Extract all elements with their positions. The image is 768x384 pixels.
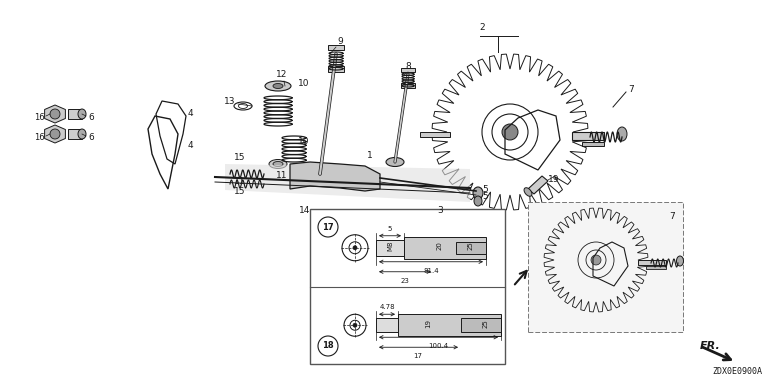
- Ellipse shape: [269, 159, 287, 169]
- Text: 17: 17: [323, 222, 334, 232]
- Polygon shape: [225, 164, 470, 202]
- Polygon shape: [45, 125, 65, 143]
- Bar: [638, 260, 666, 265]
- Circle shape: [591, 255, 601, 265]
- Text: 25: 25: [483, 319, 489, 328]
- Text: 19: 19: [425, 319, 431, 328]
- Text: 5: 5: [388, 226, 392, 232]
- Text: 13: 13: [223, 98, 235, 106]
- Text: 17: 17: [413, 353, 422, 359]
- Text: 12: 12: [276, 70, 288, 79]
- Ellipse shape: [310, 169, 330, 179]
- Text: 11: 11: [233, 177, 245, 187]
- Bar: [68, 129, 82, 139]
- Text: 10: 10: [298, 79, 310, 88]
- Text: 15: 15: [234, 187, 246, 196]
- Ellipse shape: [617, 127, 627, 141]
- Text: 1: 1: [367, 151, 373, 160]
- Text: 16: 16: [35, 132, 45, 141]
- Bar: [376, 318, 398, 332]
- Polygon shape: [528, 176, 548, 194]
- Text: 19: 19: [548, 174, 560, 184]
- Ellipse shape: [474, 196, 482, 206]
- Text: 6: 6: [88, 132, 94, 141]
- Text: 4: 4: [188, 109, 194, 119]
- Text: 6: 6: [88, 113, 94, 121]
- Text: 18: 18: [323, 341, 334, 351]
- Polygon shape: [290, 162, 380, 191]
- Text: 11: 11: [276, 171, 288, 180]
- Text: FR.: FR.: [700, 341, 720, 351]
- Text: 9: 9: [337, 37, 343, 46]
- Text: 8: 8: [405, 62, 411, 71]
- Bar: [646, 266, 666, 269]
- Ellipse shape: [273, 83, 283, 88]
- Text: 16: 16: [35, 113, 45, 121]
- Bar: [404, 237, 486, 259]
- Text: M8: M8: [387, 240, 393, 251]
- Text: 3: 3: [437, 206, 443, 215]
- Text: 4: 4: [188, 141, 194, 151]
- Bar: [456, 242, 486, 254]
- Bar: [572, 132, 604, 140]
- Text: 7: 7: [669, 212, 675, 221]
- Bar: [328, 66, 344, 72]
- Text: 100.4: 100.4: [429, 343, 449, 349]
- Bar: [420, 132, 450, 137]
- Circle shape: [502, 124, 518, 140]
- Bar: [401, 83, 415, 88]
- Text: 5: 5: [482, 184, 488, 194]
- Bar: [328, 45, 344, 50]
- Circle shape: [353, 246, 357, 250]
- Text: 25: 25: [468, 242, 474, 250]
- Bar: [398, 314, 501, 336]
- Ellipse shape: [524, 188, 532, 196]
- Text: 5: 5: [482, 192, 488, 201]
- Ellipse shape: [273, 162, 283, 167]
- Bar: [68, 109, 82, 119]
- Bar: [528, 202, 683, 332]
- Circle shape: [50, 129, 60, 139]
- Bar: [310, 209, 505, 364]
- Ellipse shape: [386, 157, 404, 167]
- Text: 23: 23: [401, 278, 409, 284]
- Text: 2: 2: [479, 23, 485, 32]
- Bar: [461, 318, 501, 332]
- Text: 10: 10: [298, 137, 310, 147]
- Text: 20: 20: [437, 241, 443, 250]
- Ellipse shape: [473, 187, 483, 199]
- Circle shape: [353, 323, 357, 327]
- Ellipse shape: [265, 81, 291, 91]
- Text: 15: 15: [234, 153, 246, 162]
- Text: 14: 14: [300, 206, 311, 215]
- Text: 81.4: 81.4: [423, 268, 439, 274]
- Bar: [376, 240, 404, 256]
- Polygon shape: [45, 105, 65, 123]
- Bar: [582, 142, 604, 146]
- Text: 4.78: 4.78: [379, 304, 395, 310]
- Ellipse shape: [78, 129, 86, 139]
- Text: 7: 7: [628, 86, 634, 94]
- Ellipse shape: [78, 109, 86, 119]
- Text: ZDX0E0900A: ZDX0E0900A: [712, 367, 762, 376]
- Bar: [401, 68, 415, 72]
- Ellipse shape: [677, 256, 684, 266]
- Circle shape: [50, 109, 60, 119]
